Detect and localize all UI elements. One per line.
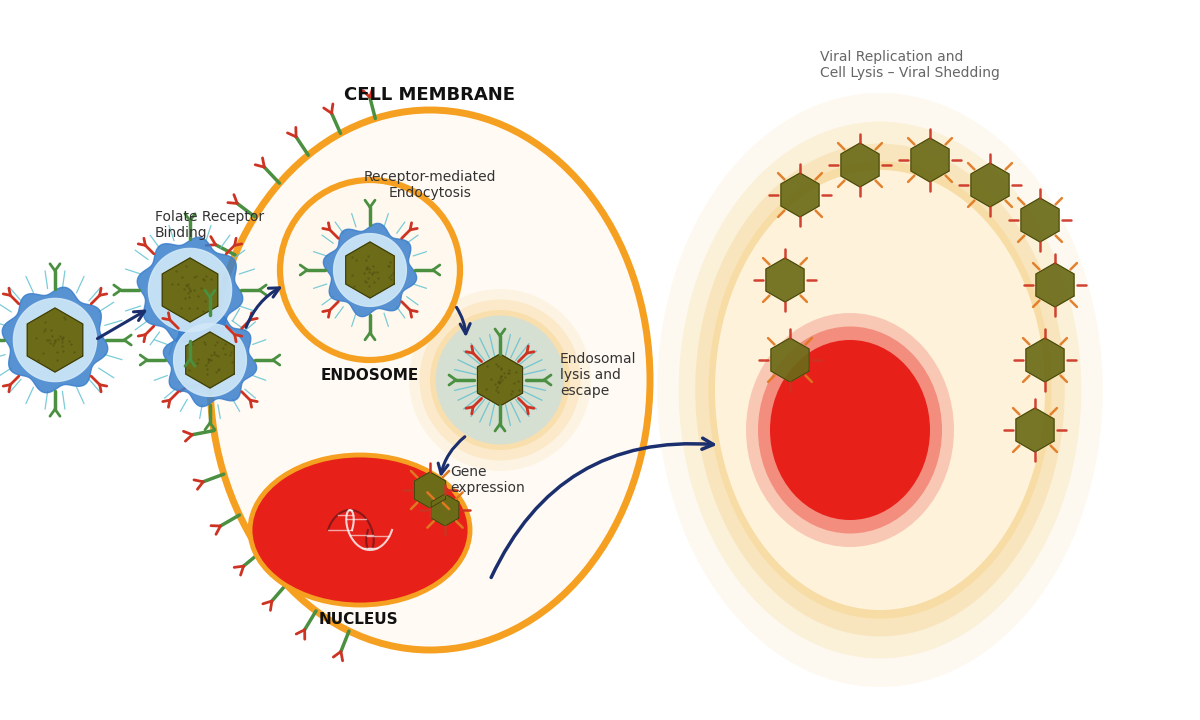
Text: Endosomal
lysis and
escape: Endosomal lysis and escape <box>560 352 636 398</box>
Text: NUCLEUS: NUCLEUS <box>318 613 398 628</box>
Circle shape <box>436 315 564 444</box>
Text: Folate Receptor
Binding: Folate Receptor Binding <box>155 210 264 240</box>
Polygon shape <box>174 323 246 397</box>
Polygon shape <box>478 354 522 406</box>
Polygon shape <box>414 472 445 508</box>
Text: Gene
expression: Gene expression <box>450 465 524 495</box>
Polygon shape <box>766 258 804 302</box>
Polygon shape <box>431 494 458 526</box>
Polygon shape <box>1016 408 1054 452</box>
Polygon shape <box>770 338 809 382</box>
Polygon shape <box>1036 263 1074 307</box>
Text: Viral Replication and
Cell Lysis – Viral Shedding: Viral Replication and Cell Lysis – Viral… <box>820 50 1000 80</box>
Polygon shape <box>162 258 217 322</box>
Ellipse shape <box>210 110 650 650</box>
Polygon shape <box>13 298 97 382</box>
Polygon shape <box>841 143 880 187</box>
Ellipse shape <box>430 310 570 450</box>
Ellipse shape <box>409 289 590 471</box>
Ellipse shape <box>770 340 930 520</box>
Polygon shape <box>186 332 234 388</box>
Polygon shape <box>28 308 83 372</box>
Ellipse shape <box>420 300 581 461</box>
Polygon shape <box>1021 198 1060 242</box>
Polygon shape <box>163 313 257 407</box>
Text: CELL MEMBRANE: CELL MEMBRANE <box>344 86 516 104</box>
Polygon shape <box>323 223 416 317</box>
Polygon shape <box>346 242 395 298</box>
Ellipse shape <box>679 122 1081 658</box>
Polygon shape <box>2 287 108 392</box>
Polygon shape <box>334 233 407 307</box>
Ellipse shape <box>695 143 1064 636</box>
Polygon shape <box>1026 338 1064 382</box>
Polygon shape <box>971 163 1009 207</box>
Ellipse shape <box>708 161 1051 618</box>
Ellipse shape <box>746 313 954 547</box>
Polygon shape <box>149 248 232 332</box>
Ellipse shape <box>715 170 1045 610</box>
Text: Receptor-mediated
Endocytosis: Receptor-mediated Endocytosis <box>364 170 497 200</box>
Ellipse shape <box>658 93 1103 687</box>
Ellipse shape <box>250 455 470 605</box>
Polygon shape <box>911 138 949 182</box>
Polygon shape <box>137 238 242 343</box>
Ellipse shape <box>758 326 942 534</box>
Polygon shape <box>781 173 820 217</box>
Text: ENDOSOME: ENDOSOME <box>320 367 419 382</box>
Circle shape <box>280 180 460 360</box>
